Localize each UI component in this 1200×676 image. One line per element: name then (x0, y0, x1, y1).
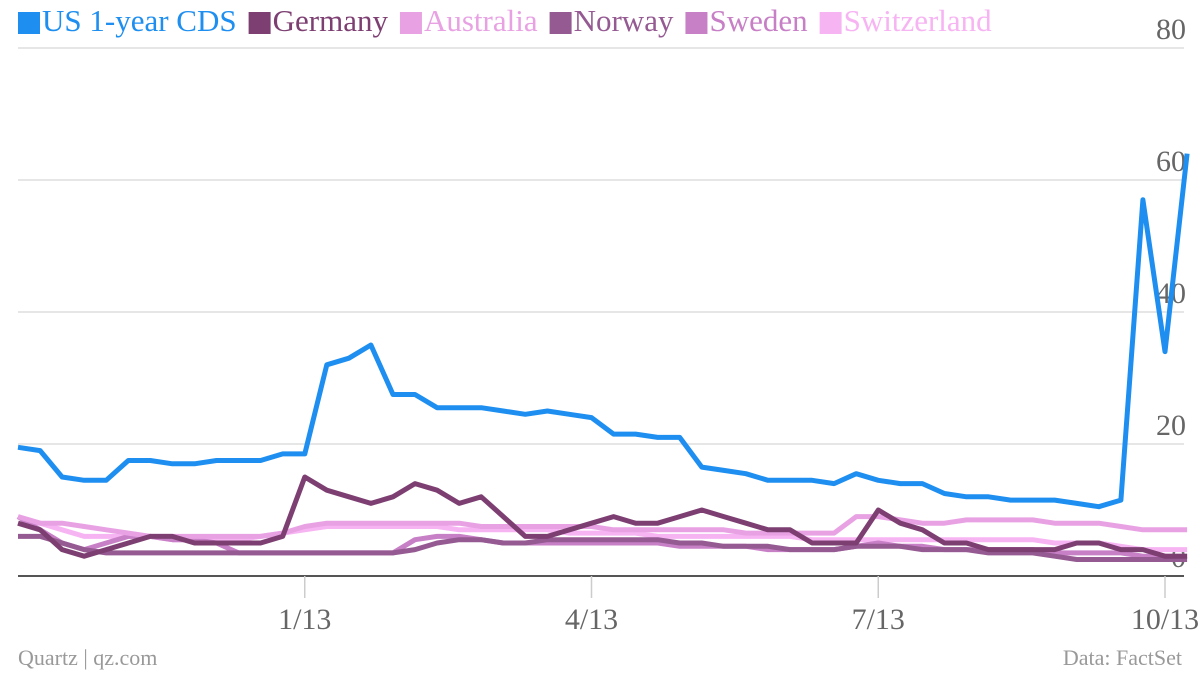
series-line (17, 474, 1188, 559)
series-line (17, 514, 1188, 553)
series-line (18, 533, 1188, 562)
source-left: Quartz | qz.com (18, 645, 157, 670)
legend-swatch (685, 12, 708, 34)
source-right: Data: FactSet (1063, 645, 1182, 670)
legend-swatch (819, 12, 842, 34)
legend-swatch (248, 12, 271, 34)
legend-label: Australia (424, 3, 538, 38)
legend-swatch (399, 12, 422, 34)
x-tick-label: 10/13 (1131, 603, 1199, 636)
legend-swatch (549, 12, 572, 34)
legend-swatch (18, 12, 40, 34)
legend-label: Switzerland (844, 3, 993, 38)
y-tick-label: 60 (1156, 145, 1186, 178)
legend-label: Germany (273, 3, 389, 38)
legend-label: US 1-year CDS (42, 3, 237, 38)
y-tick-label: 80 (1156, 13, 1186, 46)
series-line (17, 514, 1188, 539)
x-tick-label: 7/13 (852, 603, 905, 636)
x-tick-label: 1/13 (278, 603, 331, 636)
legend-label: Norway (574, 3, 674, 38)
y-tick-label: 20 (1156, 409, 1186, 442)
series-line (17, 153, 1190, 510)
legend-label: Sweden (709, 3, 808, 38)
x-tick-label: 4/13 (565, 603, 618, 636)
